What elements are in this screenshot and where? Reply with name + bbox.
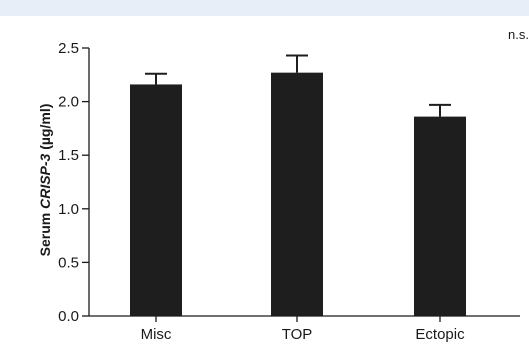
y-tick-label: 2.0: [58, 94, 79, 111]
y-axis-title-gene: CRISP-3: [37, 153, 53, 208]
header-band: [0, 0, 529, 16]
y-tick-label: 0.0: [58, 308, 79, 325]
bar-ectopic: [414, 116, 466, 316]
significance-annotation: n.s.: [508, 27, 529, 42]
x-tick-label-top: TOP: [282, 326, 313, 343]
bar-top: [271, 72, 323, 316]
y-axis-title-unit: (µg/ml): [37, 104, 53, 154]
x-tick-label-ectopic: Ectopic: [415, 326, 465, 343]
y-ticks-group: 0.0 0.5 1.0 1.5 2.0 2.5: [58, 40, 89, 325]
bar-misc: [130, 84, 182, 316]
bars-group: [130, 72, 466, 316]
x-labels-group: Misc TOP Ectopic: [141, 316, 465, 343]
x-tick-label-misc: Misc: [141, 326, 172, 343]
error-bars-group: [145, 54, 451, 117]
axes-group: [88, 48, 520, 317]
y-tick-label: 0.5: [58, 254, 79, 271]
y-axis-title-prefix: Serum: [37, 209, 53, 256]
y-tick-label: 1.0: [58, 201, 79, 218]
y-tick-label: 2.5: [58, 40, 79, 57]
y-axis-title: Serum CRISP-3 (µg/ml): [37, 104, 53, 257]
y-tick-label: 1.5: [58, 147, 79, 164]
